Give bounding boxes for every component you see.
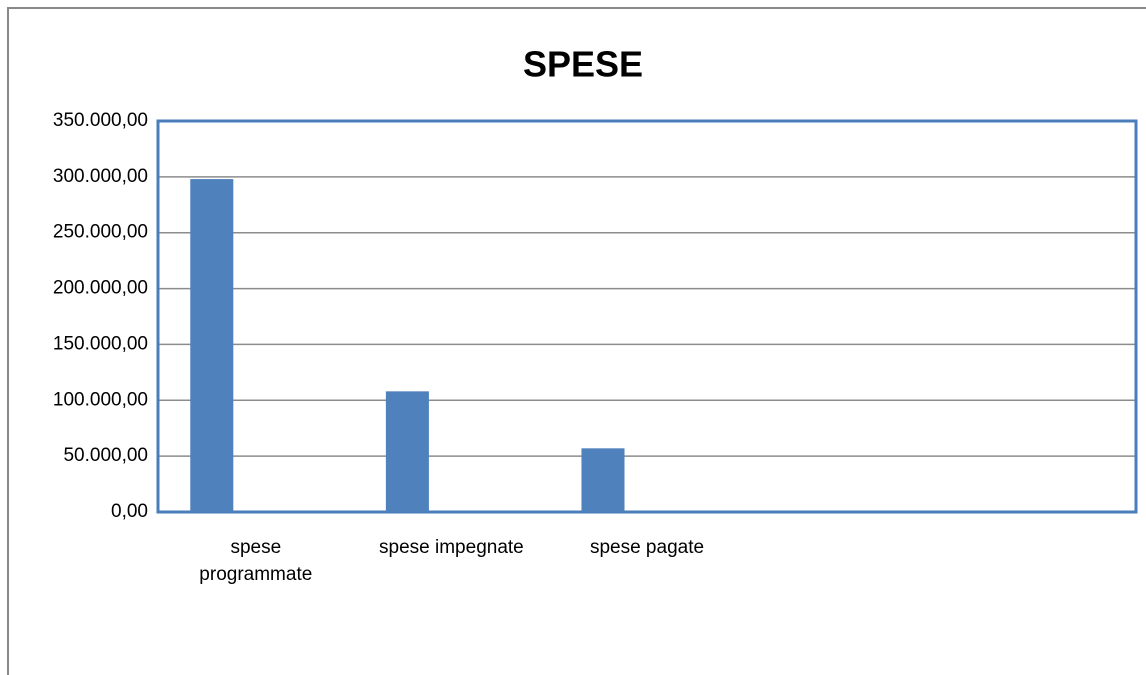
y-tick-label: 250.000,00 [53, 222, 148, 243]
y-tick-label: 50.000,00 [63, 445, 148, 466]
chart-frame [7, 7, 1146, 675]
y-tick-label: 150.000,00 [53, 333, 148, 354]
y-tick-label: 0,00 [111, 501, 148, 522]
bar [190, 179, 234, 512]
x-tick-label: spese programmate [199, 537, 313, 585]
y-tick-label: 300.000,00 [53, 166, 148, 187]
y-tick-label: 100.000,00 [53, 389, 148, 410]
plot-border [156, 119, 1138, 514]
bar [385, 391, 429, 512]
y-tick-label: 200.000,00 [53, 278, 148, 299]
x-tick-label: spese impegnate [379, 537, 524, 558]
y-tick-label: 350.000,00 [53, 110, 148, 131]
chart-title: SPESE [523, 44, 643, 85]
x-tick-label: spese pagate [589, 537, 705, 558]
bar [581, 448, 625, 512]
